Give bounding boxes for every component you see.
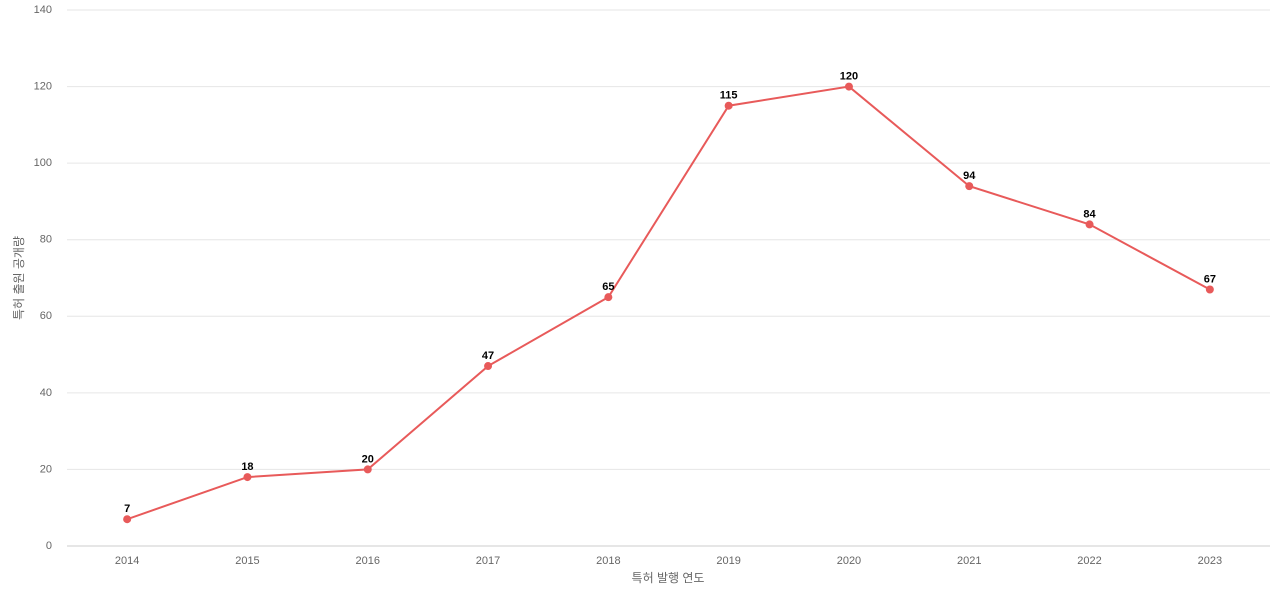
value-label: 18	[241, 461, 253, 473]
value-label: 7	[124, 503, 130, 515]
x-tick-label: 2019	[716, 555, 740, 567]
value-label: 67	[1204, 273, 1216, 285]
y-tick-label: 140	[34, 4, 52, 16]
line	[126, 85, 1211, 521]
value-label: 115	[720, 90, 738, 102]
y-tick-label: 60	[40, 310, 52, 322]
y-tick-label: 0	[46, 540, 52, 552]
x-tick-label: 2020	[837, 555, 861, 567]
value-label: 120	[840, 70, 858, 82]
marker	[844, 82, 853, 91]
x-tick-label: 2015	[235, 555, 259, 567]
x-tick-label: 2022	[1077, 555, 1101, 567]
marker	[484, 362, 493, 371]
marker	[363, 465, 372, 474]
y-tick-label: 120	[34, 80, 52, 92]
value-label: 47	[482, 350, 494, 362]
y-tick-label: 80	[40, 234, 52, 246]
marker	[724, 101, 733, 110]
value-label: 84	[1083, 208, 1096, 220]
marker	[1085, 220, 1094, 229]
value-label: 94	[963, 170, 976, 182]
marker	[604, 293, 613, 302]
x-tick-label: 2021	[957, 555, 981, 567]
marker	[123, 515, 132, 524]
marker	[965, 182, 974, 191]
x-tick-label: 2016	[356, 555, 380, 567]
y-tick-label: 40	[40, 387, 52, 399]
marker	[243, 473, 252, 482]
marker	[1205, 285, 1214, 294]
value-label: 20	[362, 453, 374, 465]
value-label: 65	[602, 281, 614, 293]
x-tick-label: 2014	[115, 555, 139, 567]
x-tick-label: 2018	[596, 555, 620, 567]
x-tick-label: 2023	[1198, 555, 1222, 567]
x-axis-title: 특허 발행 연도	[632, 570, 705, 585]
x-tick-label: 2017	[476, 555, 500, 567]
y-tick-label: 20	[40, 463, 52, 475]
y-tick-label: 100	[34, 157, 52, 169]
y-axis-title: 특허 출원 공개량	[12, 236, 26, 320]
